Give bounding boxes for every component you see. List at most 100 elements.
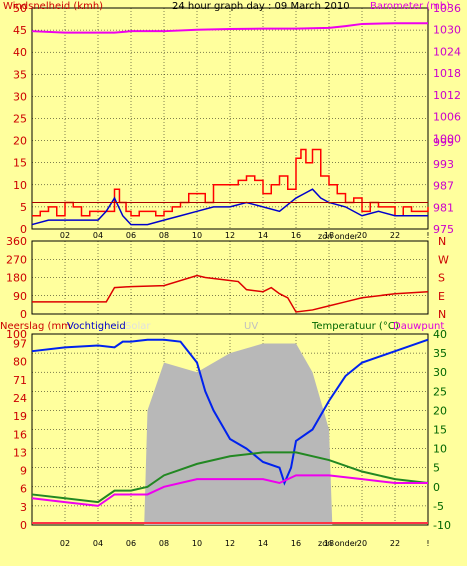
wind-direction-line [32,274,429,313]
hum-x-tick: 08 [159,539,169,548]
temp-y-tick: 30 [433,366,447,379]
uv-label: UV [244,321,258,332]
dir-y-tick: 360 [6,235,27,248]
baro-y-tick: 1006 [433,111,461,124]
wind-x-tick: 06 [126,231,136,240]
humidity-axis-title: Vochtigheid [67,321,126,332]
hum-y-tick: 97 [13,338,27,351]
temp-y-tick: 40 [433,328,447,341]
temp-y-tick: 0 [433,481,440,494]
wind-x-tick: 08 [159,231,169,240]
baro-y-tick: 1036 [433,2,461,15]
wind-y-tick: 50 [13,2,27,15]
solar-label: Solar [125,321,151,332]
wind-x-tick: 18 [324,231,334,240]
temperature-axis-title: Temperatuur (°C) [311,321,399,332]
humidity-line [31,338,429,486]
wind-x-tick: 16 [291,231,301,240]
tick-labels: 02 04 06 08 10 12 14 16 18 20 22 !02 04 06 08 10 12 14 16 1… [6,2,461,548]
hum-y-tick: 6 [20,483,27,496]
baro-y-tick: 987 [433,180,454,193]
wind-y-tick: 15 [13,157,27,170]
hum-x-tick: 22 [390,539,400,548]
hum-x-tick: 20 [357,539,367,548]
wind-y-tick: 40 [13,46,27,59]
hum-x-tick: 16 [291,539,301,548]
hum-x-tick: ! [426,539,429,548]
wind-speed-line [32,148,429,217]
barometer-axis-title: Barometer (mb) [370,1,450,12]
wind-y-tick: 0 [20,223,27,236]
baro-y-tick: 975 [433,223,454,236]
wind-x-tick: 22 [390,231,400,240]
wind-average-line [31,188,428,226]
wind-x-tick: ! [426,231,429,240]
sunset-label-bottom: zon onder [318,539,359,548]
hum-y-tick: 19 [13,410,27,423]
wind-x-tick: 20 [357,231,367,240]
barometer-line [31,22,428,34]
hum-x-tick: 06 [126,539,136,548]
wind-y-tick: 35 [13,68,27,81]
wind-y-tick: 25 [13,113,27,126]
compass-label: N [438,235,446,248]
baro-y-tick: 999 [433,136,454,149]
temperature-line [31,451,429,504]
dir-y-tick: 180 [6,272,27,285]
baro-y-tick: 1012 [433,89,461,102]
wind-y-tick: 5 [20,201,27,214]
wind-x-tick: 10 [192,231,202,240]
baro-y-tick: 993 [433,158,454,171]
wind-x-tick: 04 [93,231,103,240]
baro-y-tick: 1030 [433,24,461,37]
hum-y-tick: 13 [13,446,27,459]
series-layer [31,22,429,525]
temp-y-tick: -5 [433,500,444,513]
hum-y-tick: 80 [13,356,27,369]
wind-y-tick: 30 [13,90,27,103]
dewpoint-line [31,474,428,507]
compass-label: W [438,253,449,266]
dewpoint-axis-title: Dauwpunt [393,321,444,332]
baro-y-tick: 1024 [433,45,461,58]
dir-y-tick: 90 [13,290,27,303]
hum-y-tick: 71 [13,374,27,387]
compass-label: E [438,290,445,303]
wind-y-tick: 10 [13,179,27,192]
baro-y-tick: 1018 [433,67,461,80]
hum-y-tick: 9 [20,465,27,478]
compass-label: S [438,272,445,285]
hum-y-tick: 0 [20,519,27,532]
sunset-label-top: zon onder [318,232,359,241]
hum-y-tick: 3 [20,501,27,514]
baro-y-tick: 1000 [433,132,461,145]
rain-axis-title: Neerslag (mm [0,321,71,332]
chart-title: 24 hour graph day : 09 March 2010 [172,1,350,12]
hum-y-tick: 16 [13,428,27,441]
temp-y-tick: 20 [433,404,447,417]
hum-x-tick: 10 [192,539,202,548]
hum-x-tick: 02 [60,539,70,548]
hum-y-tick: 24 [13,392,27,405]
dir-y-tick: 270 [6,253,27,266]
wind-y-tick: 45 [13,24,27,37]
baro-y-tick: 981 [433,201,454,214]
temp-y-tick: 10 [433,443,447,456]
temp-y-tick: 15 [433,424,447,437]
hum-y-tick: 100 [6,328,27,341]
hum-x-tick: 14 [258,539,268,548]
hum-x-tick: 18 [324,539,334,548]
compass-label: N [438,308,446,321]
wind-x-tick: 12 [225,231,235,240]
wind-y-tick: 20 [13,135,27,148]
temp-y-tick: 5 [433,462,440,475]
temp-y-tick: 35 [433,347,447,360]
wind-x-tick: 14 [258,231,268,240]
temp-y-tick: -10 [433,519,451,532]
hum-x-tick: 04 [93,539,103,548]
temp-y-tick: 25 [433,385,447,398]
wind-axis-title: Windsnelheid (kmh) [3,1,103,12]
wind-x-tick: 02 [60,231,70,240]
